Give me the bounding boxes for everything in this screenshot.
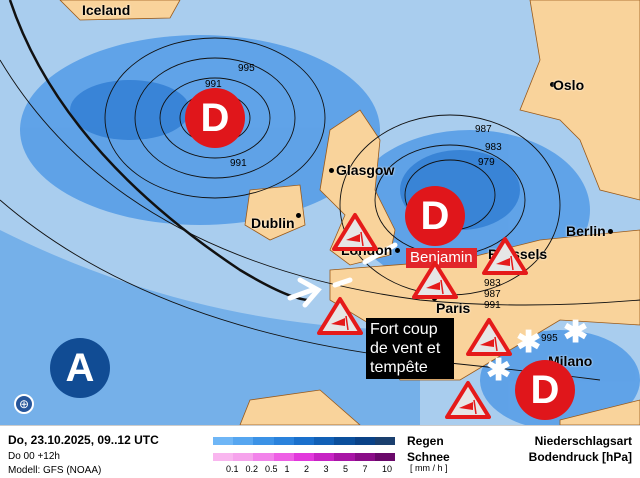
high-pressure-marker: A (50, 338, 110, 398)
rain-swatch (253, 437, 274, 445)
wind-warning-icon (482, 236, 528, 276)
snow-icon: ✱ (516, 326, 542, 359)
isobar-label: 987 (484, 289, 501, 300)
scale-tick: 0.2 (245, 464, 259, 474)
city-label: Berlin (566, 223, 606, 239)
rain-color-scale (213, 437, 395, 445)
snow-color-scale (213, 453, 395, 461)
snow-swatch (253, 453, 274, 461)
wind-warning-icon (445, 380, 491, 420)
scale-tick: 10 (382, 464, 393, 474)
rain-swatch (354, 437, 375, 445)
globe-icon[interactable]: ⊕ (14, 394, 34, 414)
isobar-label: 995 (541, 333, 558, 344)
scale-tick: 1 (284, 464, 290, 474)
wind-arrow (287, 242, 398, 308)
scale-tick: 7 (362, 464, 368, 474)
legend: Do, 23.10.2025, 09..12 UTC Do 00 +12h Mo… (0, 425, 640, 478)
snow-swatch (374, 453, 395, 461)
snow-swatch (334, 453, 355, 461)
snow-swatch (354, 453, 375, 461)
isobar-label: 983 (485, 142, 502, 153)
city-label: Dublin (251, 215, 295, 231)
city-dot (329, 168, 334, 173)
city-dot (395, 248, 400, 253)
scale-tick: 3 (323, 464, 329, 474)
rain-swatch (213, 437, 234, 445)
warning-note: Fort coup de vent et tempête (366, 318, 454, 379)
snow-icon: ✱ (563, 316, 589, 349)
isobar-label: 995 (238, 63, 255, 74)
isobar-label: 991 (484, 300, 501, 311)
snow-icon: ✱ (486, 354, 512, 387)
isobar-label: 983 (484, 278, 501, 289)
scale-tick: 0.5 (265, 464, 278, 474)
low-pressure-marker: D (185, 88, 245, 148)
city-label: Oslo (553, 77, 585, 93)
rain-swatch (273, 437, 294, 445)
scale-tick: 0.1 (226, 464, 239, 474)
isobar-label: 987 (475, 124, 492, 135)
city-label: Glasgow (336, 162, 395, 178)
city-label: Paris (436, 300, 471, 316)
city-dot (296, 213, 301, 218)
isobar-label: 979 (478, 157, 495, 168)
snow-swatch (233, 453, 254, 461)
rain-swatch (293, 437, 315, 445)
snow-swatch (273, 453, 294, 461)
scale-tick: 5 (343, 464, 349, 474)
wind-warning-icon (332, 212, 378, 252)
scale-tick: 2 (304, 464, 310, 474)
rain-swatch (374, 437, 395, 445)
snow-label: Schnee (407, 450, 450, 464)
wind-warning-icon (412, 260, 458, 300)
city-dot (608, 229, 613, 234)
low-pressure-marker: D (405, 186, 465, 246)
isobar-label: 991 (205, 79, 222, 90)
wind-warning-icon (466, 317, 512, 357)
legend-title-type: Niederschlagsart (534, 434, 632, 448)
isobar-label: 991 (230, 158, 247, 169)
rain-swatch (233, 437, 254, 445)
forecast-datetime: Do, 23.10.2025, 09..12 UTC (8, 433, 159, 447)
city-dot (550, 82, 555, 87)
forecast-run: Do 00 +12h (8, 451, 60, 462)
unit-label: [ mm / h ] (410, 463, 448, 473)
rain-swatch (334, 437, 355, 445)
low-pressure-marker: D (515, 360, 575, 420)
city-label: Iceland (82, 2, 131, 18)
weather-map: Iceland Oslo Glasgow Dublin London Bruss… (0, 0, 640, 425)
rain-swatch (314, 437, 335, 445)
wind-warning-icon (317, 296, 363, 336)
map-canvas (0, 0, 640, 425)
rain-label: Regen (407, 434, 444, 448)
snow-swatch (293, 453, 315, 461)
snow-swatch (314, 453, 335, 461)
snow-swatch (213, 453, 234, 461)
legend-title-pressure: Bodendruck [hPa] (528, 450, 632, 464)
storm-name-label: Benjamin (406, 248, 477, 268)
forecast-model: Modell: GFS (NOAA) (8, 465, 102, 476)
